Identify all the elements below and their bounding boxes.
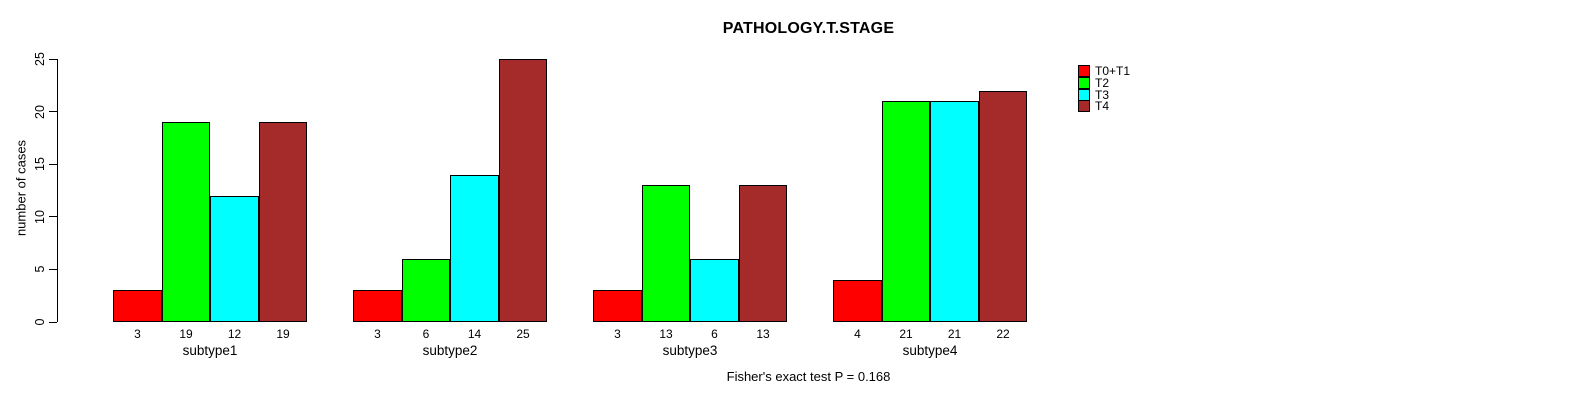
bar-subtype3-t0-t1 — [593, 290, 642, 322]
legend-item-t2: T2 — [1078, 75, 1130, 90]
bar-value-subtype4-t2: 21 — [899, 327, 913, 341]
bar-value-subtype1-t3: 12 — [227, 327, 242, 341]
category-label-subtype3: subtype3 — [662, 343, 718, 358]
legend-label-t4: T4 — [1095, 99, 1110, 114]
bar-value-subtype4-t4: 22 — [996, 327, 1010, 341]
y-axis-label: number of cases — [13, 139, 29, 237]
legend-label-t3: T3 — [1095, 87, 1110, 102]
bar-value-subtype2-t0-t1: 3 — [374, 327, 381, 341]
y-tick-label-25: 25 — [33, 52, 47, 66]
legend: T0+T1 T2 T3 T4 — [1078, 63, 1131, 114]
y-tick-mark-25 — [49, 58, 57, 60]
bar-subtype3-t2 — [642, 185, 690, 322]
bar-subtype2-t2 — [402, 259, 450, 322]
y-axis-line — [57, 59, 58, 322]
bar-subtype1-t2 — [162, 122, 210, 322]
bar-value-subtype3-t0-t1: 3 — [614, 327, 621, 341]
legend-swatch-t2 — [1078, 76, 1090, 89]
category-label-subtype4: subtype4 — [902, 343, 958, 358]
bar-subtype2-t3 — [450, 175, 499, 322]
category-label-subtype2: subtype2 — [422, 343, 478, 358]
bar-subtype1-t4 — [259, 122, 307, 322]
y-tick-mark-5 — [49, 268, 57, 270]
y-tick-label-20: 20 — [33, 104, 47, 119]
y-tick-mark-0 — [49, 321, 57, 323]
bar-value-subtype2-t2: 6 — [422, 327, 430, 341]
bar-value-subtype2-t4: 25 — [516, 327, 530, 341]
legend-label-t0-t1: T0+T1 — [1095, 63, 1131, 78]
bar-subtype2-t4 — [499, 59, 547, 322]
bar-subtype4-t0-t1 — [833, 280, 882, 322]
legend-swatch-t0-t1 — [1078, 64, 1090, 77]
bar-value-subtype4-t3: 21 — [947, 327, 962, 341]
legend-label-t2: T2 — [1095, 75, 1110, 90]
bar-value-subtype3-t4: 13 — [756, 327, 770, 341]
y-tick-label-10: 10 — [33, 209, 47, 224]
bar-subtype2-t0-t1 — [353, 290, 402, 322]
bar-value-subtype4-t0-t1: 4 — [854, 327, 861, 341]
y-tick-mark-15 — [49, 163, 57, 165]
bar-value-subtype1-t4: 19 — [276, 327, 290, 341]
legend-swatch-t4 — [1078, 100, 1090, 113]
bar-subtype3-t4 — [739, 185, 787, 322]
bar-value-subtype3-t2: 13 — [659, 327, 673, 341]
bar-subtype3-t3 — [690, 259, 739, 322]
legend-swatch-t3 — [1078, 88, 1090, 101]
bar-value-subtype3-t3: 6 — [711, 327, 718, 341]
legend-item-t4: T4 — [1078, 99, 1130, 114]
bar-subtype1-t0-t1 — [113, 290, 162, 322]
footnote-text: Fisher's exact test P = 0.168 — [726, 369, 891, 384]
bar-value-subtype1-t0-t1: 3 — [134, 327, 141, 341]
chart-title: PATHOLOGY.T.STAGE — [722, 20, 895, 37]
legend-item-t3: T3 — [1078, 87, 1130, 102]
bar-value-subtype1-t2: 19 — [179, 327, 193, 341]
bar-value-subtype2-t3: 14 — [467, 327, 482, 341]
y-tick-mark-20 — [49, 111, 57, 113]
y-tick-label-5: 5 — [33, 265, 47, 273]
y-tick-label-0: 0 — [33, 318, 47, 326]
legend-item-t0-t1: T0+T1 — [1078, 63, 1131, 78]
y-tick-mark-10 — [49, 216, 57, 218]
bar-subtype1-t3 — [210, 196, 259, 322]
bar-subtype4-t4 — [979, 91, 1027, 322]
y-tick-label-15: 15 — [33, 157, 47, 172]
category-label-subtype1: subtype1 — [182, 343, 238, 358]
bar-subtype4-t3 — [930, 101, 979, 322]
bar-subtype4-t2 — [882, 101, 930, 322]
